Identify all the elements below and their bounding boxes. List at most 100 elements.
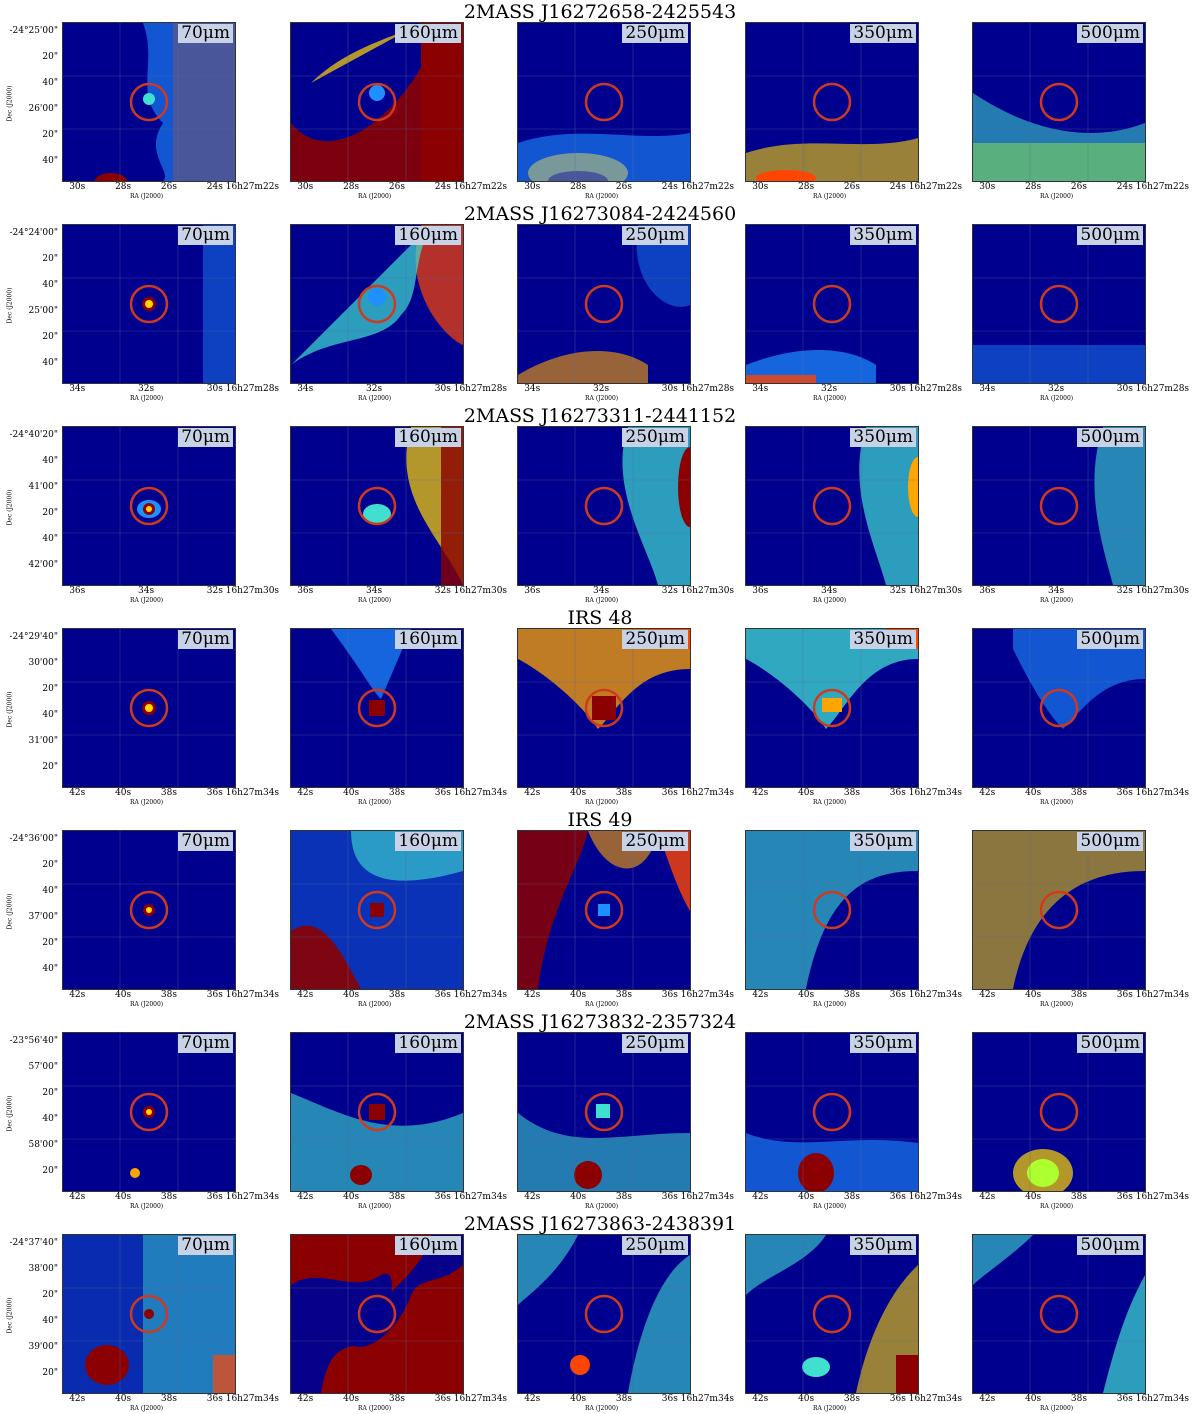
ra-tick-label: 36s 16h27m34s bbox=[1116, 990, 1190, 1000]
band-map-panel: 70μm bbox=[62, 1234, 236, 1394]
band-map-panel: 250μm bbox=[517, 1032, 691, 1192]
dec-tick-label: 20" bbox=[42, 1166, 58, 1176]
source-aperture-circle bbox=[1039, 1092, 1079, 1132]
source-aperture-circle bbox=[129, 1294, 169, 1334]
ra-tick-label: 42s bbox=[69, 990, 86, 1000]
emission-region bbox=[146, 506, 152, 512]
ra-tick-label: 28s bbox=[343, 182, 360, 192]
source-row: IRS 49 -24°36'00" 20" 40" 37'00" 20" 40" Dec (J… bbox=[0, 808, 1200, 1010]
ra-tick-label: 36s 16h27m34s bbox=[434, 1192, 508, 1202]
ra-tick-label: 40s bbox=[1025, 1192, 1042, 1202]
source-row: 2MASS J16273863-2438391 -24°37'40" 38'00" 2… bbox=[0, 1212, 1200, 1414]
ra-axis-label: RA (J2000) bbox=[585, 597, 619, 604]
source-title: 2MASS J16273863-2438391 bbox=[463, 1213, 737, 1235]
ra-tick-label: 30s 16h27m28s bbox=[661, 384, 735, 394]
ra-tick-label: 26s bbox=[160, 182, 177, 192]
dec-tick-label: 20" bbox=[42, 130, 58, 140]
ra-tick-label: 36s 16h27m34s bbox=[434, 990, 508, 1000]
band-label: 70μm bbox=[178, 24, 233, 43]
ra-tick-label: 40s bbox=[1025, 1394, 1042, 1404]
dec-tick-label: 20" bbox=[42, 1290, 58, 1300]
ra-axis-label: RA (J2000) bbox=[1040, 193, 1074, 200]
band-label: 500μm bbox=[1077, 1236, 1143, 1255]
source-row: IRS 48 -24°29'40" 30'00" 20" 40" 31'00" 20" Dec… bbox=[0, 606, 1200, 808]
band-map-panel: 160μm bbox=[290, 426, 464, 586]
source-aperture-circle bbox=[584, 284, 624, 324]
emission-region bbox=[973, 1235, 1033, 1285]
ra-axis-label: RA (J2000) bbox=[585, 1203, 619, 1210]
ra-axis-label: RA (J2000) bbox=[1040, 799, 1074, 806]
ra-tick-label: 42s bbox=[69, 1394, 86, 1404]
emission-region bbox=[351, 1235, 463, 1347]
ra-axis-label: RA (J2000) bbox=[585, 395, 619, 402]
ra-tick-label: 36s 16h27m34s bbox=[661, 788, 735, 798]
ra-tick-label: 36s 16h27m34s bbox=[206, 788, 280, 798]
ra-tick-label: 36s 16h27m34s bbox=[661, 990, 735, 1000]
dec-tick-label: 40" bbox=[42, 1316, 58, 1326]
band-label: 350μm bbox=[850, 24, 916, 43]
ra-tick-label: 34s bbox=[524, 384, 541, 394]
band-map-panel: 160μm bbox=[290, 628, 464, 788]
flux-map-image bbox=[63, 23, 235, 181]
emission-region bbox=[636, 225, 690, 307]
emission-region bbox=[746, 1235, 826, 1295]
band-map-panel: 160μm bbox=[290, 224, 464, 384]
band-label: 70μm bbox=[178, 832, 233, 851]
ra-tick-label: 42s bbox=[69, 788, 86, 798]
ra-tick-label: 40s bbox=[798, 990, 815, 1000]
flux-map-image bbox=[973, 1235, 1145, 1393]
emission-region bbox=[368, 288, 386, 306]
ra-tick-label: 36s 16h27m34s bbox=[1116, 1394, 1190, 1404]
source-aperture-circle bbox=[812, 1294, 852, 1334]
ra-tick-label: 34s bbox=[979, 384, 996, 394]
band-map-panel: 350μm bbox=[745, 1234, 919, 1394]
ra-axis-label: RA (J2000) bbox=[130, 1001, 164, 1008]
emission-region bbox=[441, 427, 463, 585]
source-aperture-circle bbox=[812, 688, 852, 728]
emission-region bbox=[146, 1109, 152, 1115]
emission-region bbox=[518, 351, 648, 383]
flux-map-image bbox=[973, 831, 1145, 989]
dec-tick-label: 20" bbox=[42, 684, 58, 694]
ra-tick-label: 24s 16h27m22s bbox=[889, 182, 963, 192]
source-aperture-circle bbox=[129, 688, 169, 728]
source-row: 2MASS J16272658-2425543 -24°25'00" 20" 40" 2… bbox=[0, 0, 1200, 202]
flux-map-image bbox=[63, 629, 235, 787]
band-label: 160μm bbox=[395, 428, 461, 447]
dec-tick-label: 40" bbox=[42, 280, 58, 290]
ra-tick-label: 40s bbox=[343, 990, 360, 1000]
ra-tick-label: 36s 16h27m34s bbox=[889, 990, 963, 1000]
source-aperture-circle bbox=[1039, 890, 1079, 930]
band-map-panel: 70μm bbox=[62, 426, 236, 586]
ra-tick-label: 42s bbox=[297, 1192, 314, 1202]
band-map-panel: 350μm bbox=[745, 224, 919, 384]
emission-region bbox=[1027, 1159, 1059, 1187]
ra-tick-label: 28s bbox=[798, 182, 815, 192]
band-label: 500μm bbox=[1077, 630, 1143, 649]
ra-tick-label: 38s bbox=[843, 1394, 860, 1404]
source-row: 2MASS J16273311-2441152 -24°40'20" 40" 41'0… bbox=[0, 404, 1200, 606]
emission-region bbox=[658, 831, 690, 911]
ra-axis-label: RA (J2000) bbox=[585, 1405, 619, 1412]
emission-region bbox=[369, 85, 385, 101]
ra-tick-label: 36s bbox=[297, 586, 314, 596]
flux-map-image bbox=[973, 225, 1145, 383]
dec-tick-label: 42'00" bbox=[28, 560, 58, 570]
flux-map-image bbox=[63, 1033, 235, 1191]
ra-axis-label: RA (J2000) bbox=[1040, 597, 1074, 604]
dec-tick-label: 20" bbox=[42, 1088, 58, 1098]
emission-region bbox=[1103, 1275, 1145, 1393]
band-label: 160μm bbox=[395, 226, 461, 245]
ra-axis-label: RA (J2000) bbox=[358, 1405, 392, 1412]
band-label: 250μm bbox=[622, 226, 688, 245]
band-label: 250μm bbox=[622, 1236, 688, 1255]
ra-tick-label: 42s bbox=[524, 788, 541, 798]
source-aperture-circle bbox=[584, 688, 624, 728]
band-map-panel: 500μm bbox=[972, 426, 1146, 586]
ra-tick-label: 38s bbox=[843, 990, 860, 1000]
source-title: IRS 48 bbox=[567, 607, 633, 629]
emission-region bbox=[291, 23, 463, 181]
band-map-panel: 250μm bbox=[517, 830, 691, 990]
source-aperture-circle bbox=[357, 82, 397, 122]
dec-tick-label: 30'00" bbox=[28, 658, 58, 668]
